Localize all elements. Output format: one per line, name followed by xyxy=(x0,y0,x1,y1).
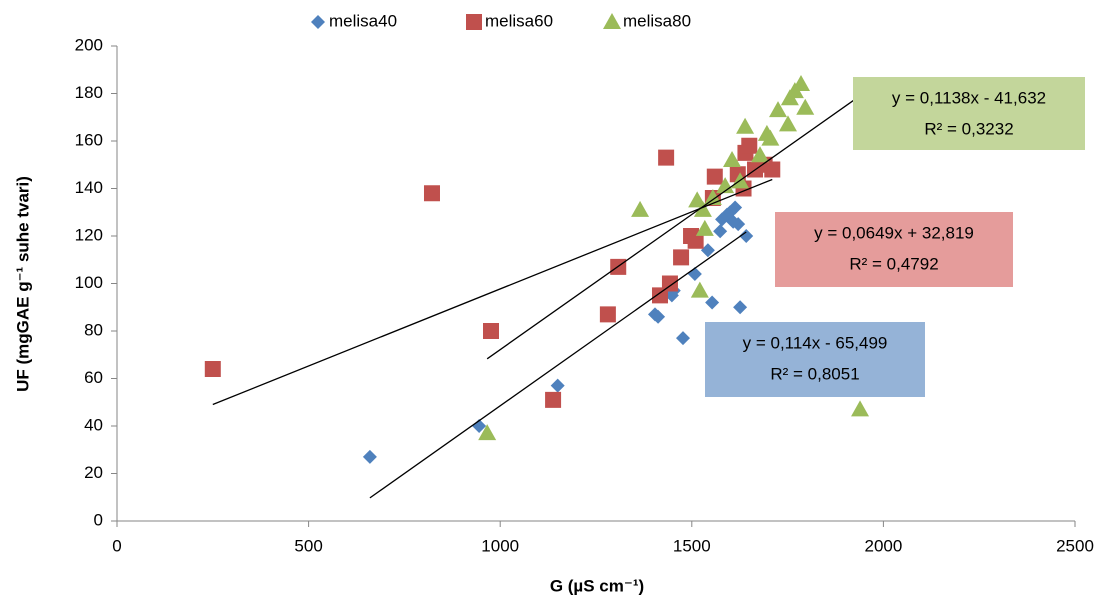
data-point xyxy=(741,137,758,154)
trendline-equation: y = 0,114x - 65,499 xyxy=(743,333,888,352)
trendline-r2: R² = 0,8051 xyxy=(770,364,859,383)
trendline-label-box xyxy=(775,212,1013,287)
trendline-label-box xyxy=(705,322,925,397)
data-point xyxy=(204,361,221,377)
data-point xyxy=(599,306,616,323)
legend-marker xyxy=(466,14,482,30)
data-point xyxy=(631,200,650,217)
data-point xyxy=(661,275,678,292)
x-tick-label: 500 xyxy=(294,536,322,555)
trendline-r2: R² = 0,3232 xyxy=(924,119,1013,138)
y-tick-label: 200 xyxy=(75,35,103,54)
trendline-label-box xyxy=(853,77,1085,150)
data-point xyxy=(769,101,788,118)
trendline-r2: R² = 0,4792 xyxy=(849,254,938,273)
data-point xyxy=(673,249,690,266)
data-point xyxy=(728,200,743,215)
data-point xyxy=(651,309,666,324)
data-point xyxy=(550,378,565,393)
trendline-equation: y = 0,1138x - 41,632 xyxy=(892,88,1046,107)
data-point xyxy=(700,243,715,258)
x-tick-label: 2000 xyxy=(864,536,902,555)
data-point xyxy=(545,391,562,408)
trendline xyxy=(369,231,747,499)
y-tick-label: 160 xyxy=(75,130,103,149)
x-tick-label: 1500 xyxy=(673,536,711,555)
trendline-equation: y = 0,0649x + 32,819 xyxy=(814,223,974,242)
y-tick-label: 40 xyxy=(84,415,103,434)
data-point xyxy=(695,219,714,236)
legend-label: melisa60 xyxy=(485,11,553,30)
y-tick-label: 120 xyxy=(75,225,103,244)
data-point xyxy=(716,177,735,194)
y-tick-label: 100 xyxy=(75,273,103,292)
data-point xyxy=(675,331,690,346)
legend-label: melisa40 xyxy=(329,11,397,30)
data-point xyxy=(423,185,440,202)
y-tick-label: 0 xyxy=(94,510,103,529)
data-point xyxy=(726,214,741,229)
y-tick-label: 140 xyxy=(75,178,103,197)
legend-marker xyxy=(311,15,325,29)
data-point xyxy=(687,232,704,249)
x-axis-title: G (µS cm⁻¹) xyxy=(550,576,644,595)
y-axis-title: UF (mgGAE g⁻¹ suhe tvari) xyxy=(13,176,32,392)
x-tick-label: 2500 xyxy=(1056,536,1094,555)
data-point xyxy=(778,115,797,132)
data-point xyxy=(478,424,497,441)
legend-label: melisa80 xyxy=(623,11,691,30)
data-point xyxy=(706,168,723,185)
data-point xyxy=(796,98,815,115)
data-point xyxy=(483,323,500,339)
data-point xyxy=(690,281,709,298)
trendline xyxy=(212,178,773,406)
x-tick-label: 0 xyxy=(112,536,121,555)
data-point xyxy=(658,149,675,166)
x-tick-label: 1000 xyxy=(481,536,519,555)
y-tick-label: 20 xyxy=(84,463,103,482)
y-tick-label: 60 xyxy=(84,368,103,387)
data-point xyxy=(713,224,728,239)
data-point xyxy=(733,300,748,315)
data-point xyxy=(705,295,720,310)
data-point xyxy=(723,151,742,167)
data-point xyxy=(693,200,712,217)
trendline xyxy=(486,95,861,360)
data-point xyxy=(761,129,780,146)
legend-marker xyxy=(603,13,621,29)
y-tick-label: 80 xyxy=(84,320,103,339)
y-tick-label: 180 xyxy=(75,83,103,102)
data-point xyxy=(792,75,811,91)
data-point xyxy=(751,146,770,163)
data-point xyxy=(739,229,754,243)
data-point xyxy=(687,267,702,281)
data-point xyxy=(764,161,781,178)
data-point xyxy=(362,449,377,464)
data-point xyxy=(851,400,870,417)
data-point xyxy=(736,117,755,134)
